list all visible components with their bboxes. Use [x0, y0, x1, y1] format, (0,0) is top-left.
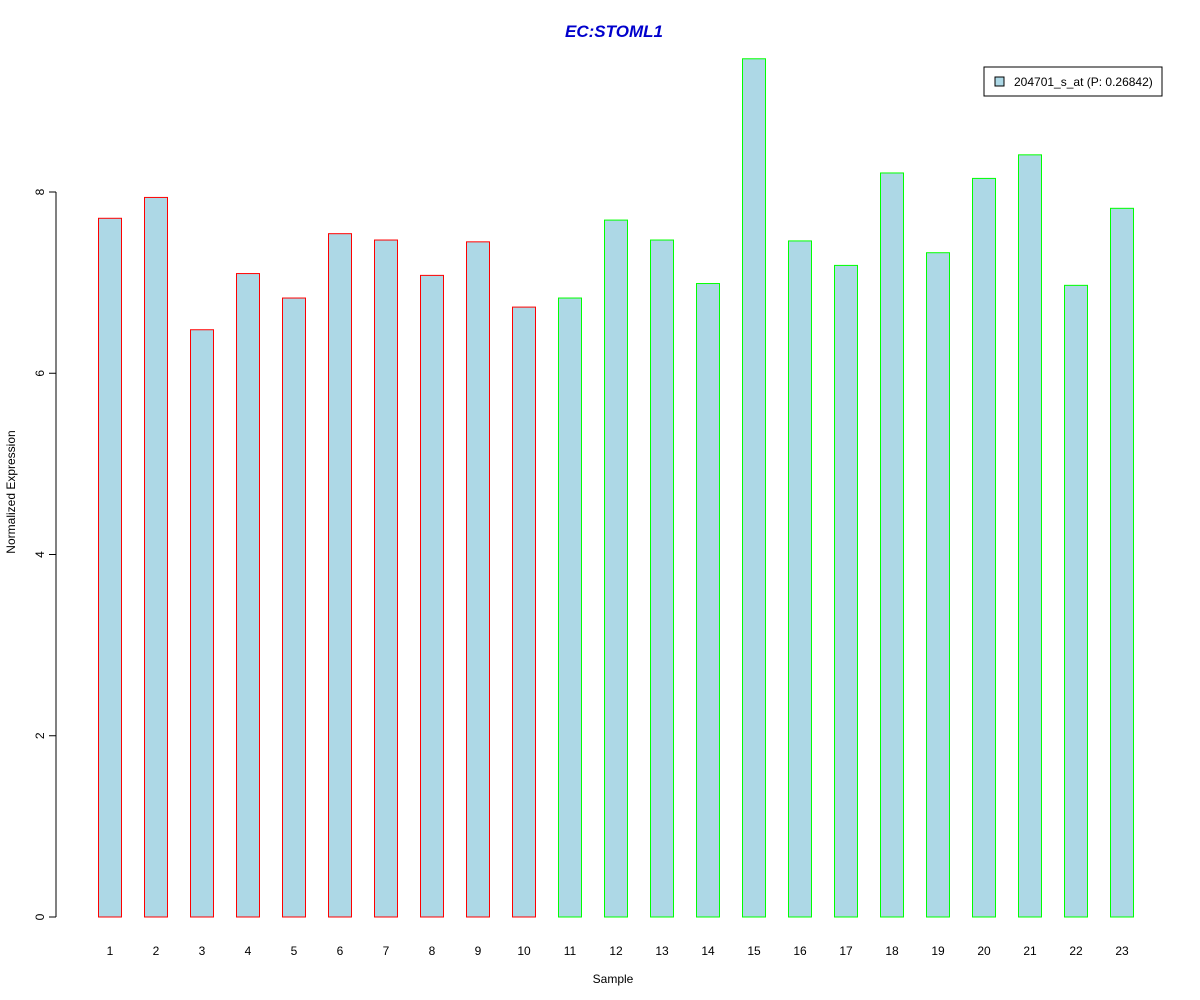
bar-sample-19 — [926, 252, 950, 918]
x-tick-label: 7 — [383, 944, 390, 958]
bar-sample-12 — [604, 219, 628, 918]
bar-sample-10 — [512, 306, 536, 918]
bar-sample-18 — [880, 172, 904, 918]
x-tick-labels: 1 2 3 4 5 6 7 8 9 10 11 12 13 14 15 16 17 18 19 20 21 22 23 — [107, 944, 1129, 958]
y-tick-label: 2 — [33, 732, 47, 739]
y-tick-label: 8 — [33, 188, 47, 195]
bar-sample-1 — [98, 217, 122, 918]
x-tick-label: 11 — [564, 944, 577, 958]
bar-sample-9 — [466, 241, 490, 918]
bar-sample-20 — [972, 177, 996, 918]
x-tick-label: 2 — [153, 944, 160, 958]
x-tick-label: 9 — [475, 944, 482, 958]
bar-sample-6 — [328, 233, 352, 918]
x-tick-label: 3 — [199, 944, 206, 958]
x-tick-label: 21 — [1023, 944, 1037, 958]
legend-box — [983, 66, 1163, 97]
x-tick-label: 17 — [839, 944, 853, 958]
bar-sample-14 — [696, 283, 720, 918]
x-tick-label: 23 — [1115, 944, 1129, 958]
bar-sample-16 — [788, 240, 812, 918]
bar-sample-17 — [834, 264, 858, 918]
x-tick-label: 5 — [291, 944, 298, 958]
legend: 204701_s_at (P: 0.26842) — [983, 66, 1163, 97]
x-tick-label: 10 — [517, 944, 531, 958]
x-tick-label: 12 — [609, 944, 623, 958]
x-tick-label: 18 — [885, 944, 899, 958]
x-tick-label: 20 — [977, 944, 991, 958]
bar-sample-15 — [742, 58, 766, 918]
x-tick-label: 15 — [747, 944, 761, 958]
x-tick-label: 13 — [655, 944, 669, 958]
bar-sample-2 — [144, 196, 168, 918]
bar-sample-5 — [282, 297, 306, 918]
bar-sample-11 — [558, 297, 582, 918]
chart-title: EC:STOML1 — [565, 22, 663, 41]
x-tick-label: 22 — [1069, 944, 1083, 958]
legend-swatch — [994, 76, 1005, 87]
x-tick-label: 1 — [107, 944, 114, 958]
y-tick-label: 4 — [33, 551, 47, 558]
x-tick-label: 16 — [793, 944, 807, 958]
y-ticks: 0 2 4 6 8 — [33, 188, 56, 920]
bar-sample-3 — [190, 329, 214, 918]
y-tick-label: 6 — [33, 370, 47, 377]
x-tick-label: 19 — [931, 944, 945, 958]
bar-sample-8 — [420, 274, 444, 918]
x-tick-label: 4 — [245, 944, 252, 958]
x-tick-label: 14 — [701, 944, 715, 958]
legend-label: 204701_s_at (P: 0.26842) — [1014, 75, 1153, 89]
bar-sample-13 — [650, 239, 674, 918]
bars — [98, 58, 1134, 918]
x-axis-label: Sample — [593, 972, 634, 986]
x-tick-label: 8 — [429, 944, 436, 958]
bar-sample-4 — [236, 273, 260, 918]
x-tick-label: 6 — [337, 944, 344, 958]
y-tick-label: 0 — [33, 913, 47, 920]
bar-sample-21 — [1018, 154, 1042, 918]
bar-sample-23 — [1110, 207, 1134, 918]
bar-sample-22 — [1064, 284, 1088, 918]
bar-sample-7 — [374, 239, 398, 918]
y-axis-label: Normalized Expression — [4, 430, 18, 553]
